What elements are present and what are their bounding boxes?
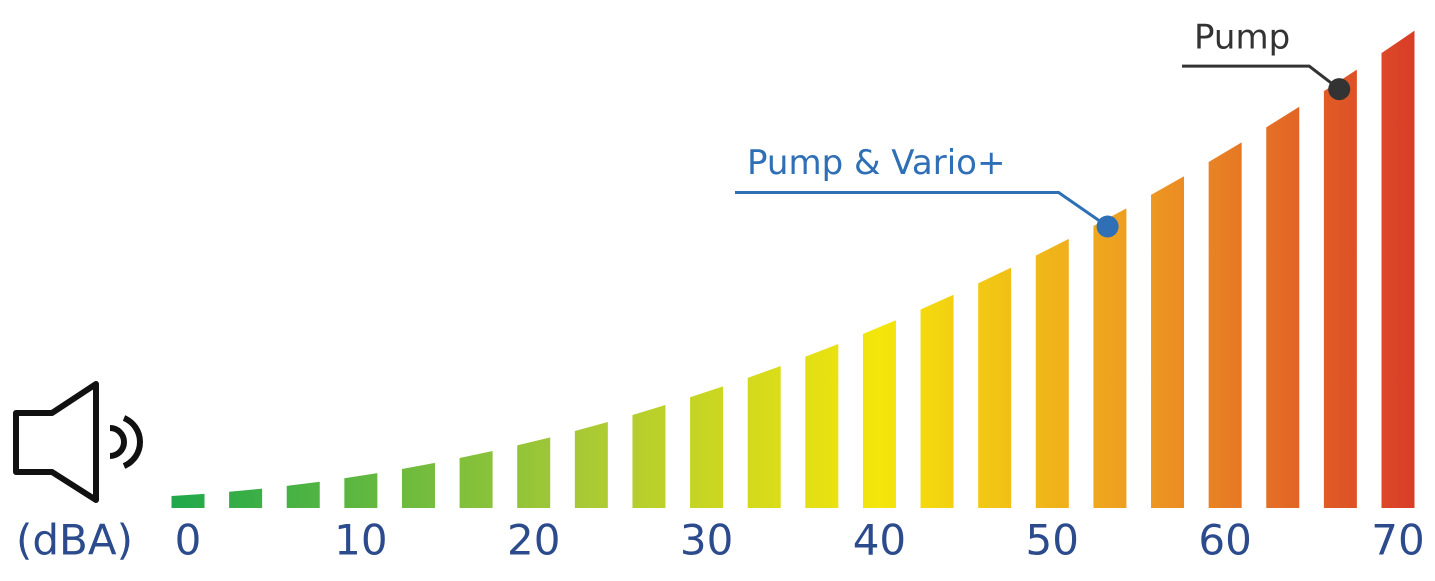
scale-bar [632,405,666,508]
x-axis-label: (dBA) [16,516,133,565]
scale-bar [978,267,1012,508]
x-tick-label: 60 [1198,516,1251,565]
scale-bar [862,320,896,508]
bars [171,30,1415,509]
scale-bar [401,462,435,508]
scale-bar [747,365,781,508]
scale-bar [920,294,954,508]
scale-bar [286,481,320,508]
x-tick-label: 20 [507,516,560,565]
x-tick-label: 30 [680,516,733,565]
scale-bar [1151,176,1185,509]
scale-bar [690,386,724,508]
annotation-dot [1328,78,1351,101]
x-tick-label: 40 [853,516,906,565]
scale-bar [229,488,263,508]
scale-bar [171,493,205,508]
speaker-icon [13,381,143,503]
annotation-dot [1096,215,1119,238]
scale-bar [1035,238,1069,508]
scale-bar [1093,208,1127,509]
scale-bar [574,422,608,508]
annotation-leader [735,191,1109,228]
scale-bar [1381,30,1415,508]
scale-bar [805,343,839,508]
x-tick-label: 10 [334,516,387,565]
x-tick-label: 70 [1371,516,1424,565]
scale-bar [1208,142,1242,508]
x-tick-label: 0 [175,516,202,565]
annotation-label: Pump & Vario+ [747,143,1005,183]
scale-bar [1323,69,1357,508]
scale-bar [459,450,493,508]
annotation-label: Pump [1194,18,1290,58]
x-tick-label: 50 [1026,516,1079,565]
scale-bar [1266,106,1300,509]
scale-bar [344,473,378,508]
scale-bar [517,437,551,508]
annotation-leader [1182,64,1341,91]
